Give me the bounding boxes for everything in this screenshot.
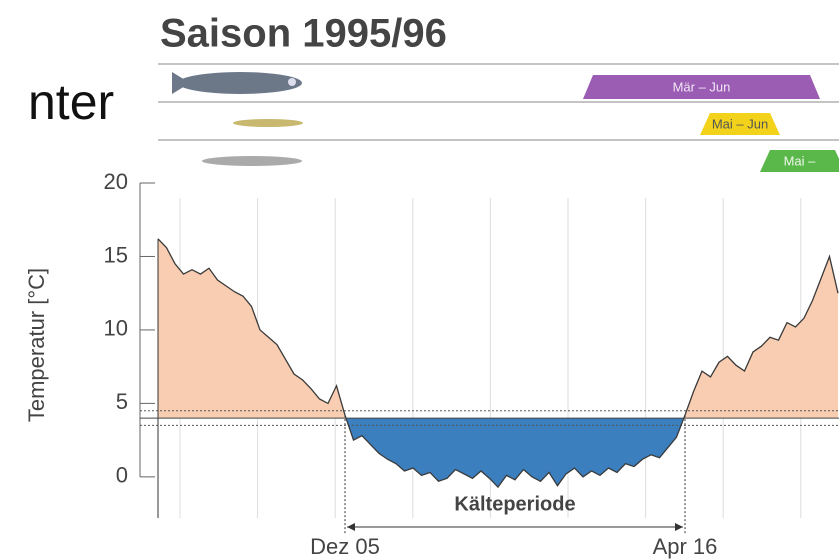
fish-icons (172, 72, 303, 166)
x-tick-label: Apr 16 (653, 534, 718, 559)
arrow-head (347, 523, 355, 531)
area-below (158, 418, 838, 488)
arrow-head (675, 523, 683, 531)
chart-title: Saison 1995/96 (160, 12, 447, 56)
season-bar-label: Mär – Jun (673, 79, 731, 94)
y-tick-label: 20 (104, 169, 128, 194)
season-bar (700, 113, 780, 135)
season-bar-label: Mai – Jun (712, 116, 768, 131)
y-axis-label: Temperatur [°C] (24, 268, 49, 422)
season-bar (760, 150, 839, 172)
season-bar-label: Mai – (784, 153, 817, 168)
partial-heading: nter (28, 74, 114, 130)
x-tick-label: Dez 05 (310, 534, 380, 559)
area-above (158, 238, 838, 419)
annotation: Kälteperiode (454, 493, 575, 515)
y-tick-label: 5 (116, 389, 128, 414)
y-tick-label: 0 (116, 463, 128, 488)
season-bar (583, 75, 820, 99)
temperature-line (157, 238, 839, 489)
y-tick-label: 15 (104, 242, 128, 267)
y-tick-label: 10 (104, 316, 128, 341)
